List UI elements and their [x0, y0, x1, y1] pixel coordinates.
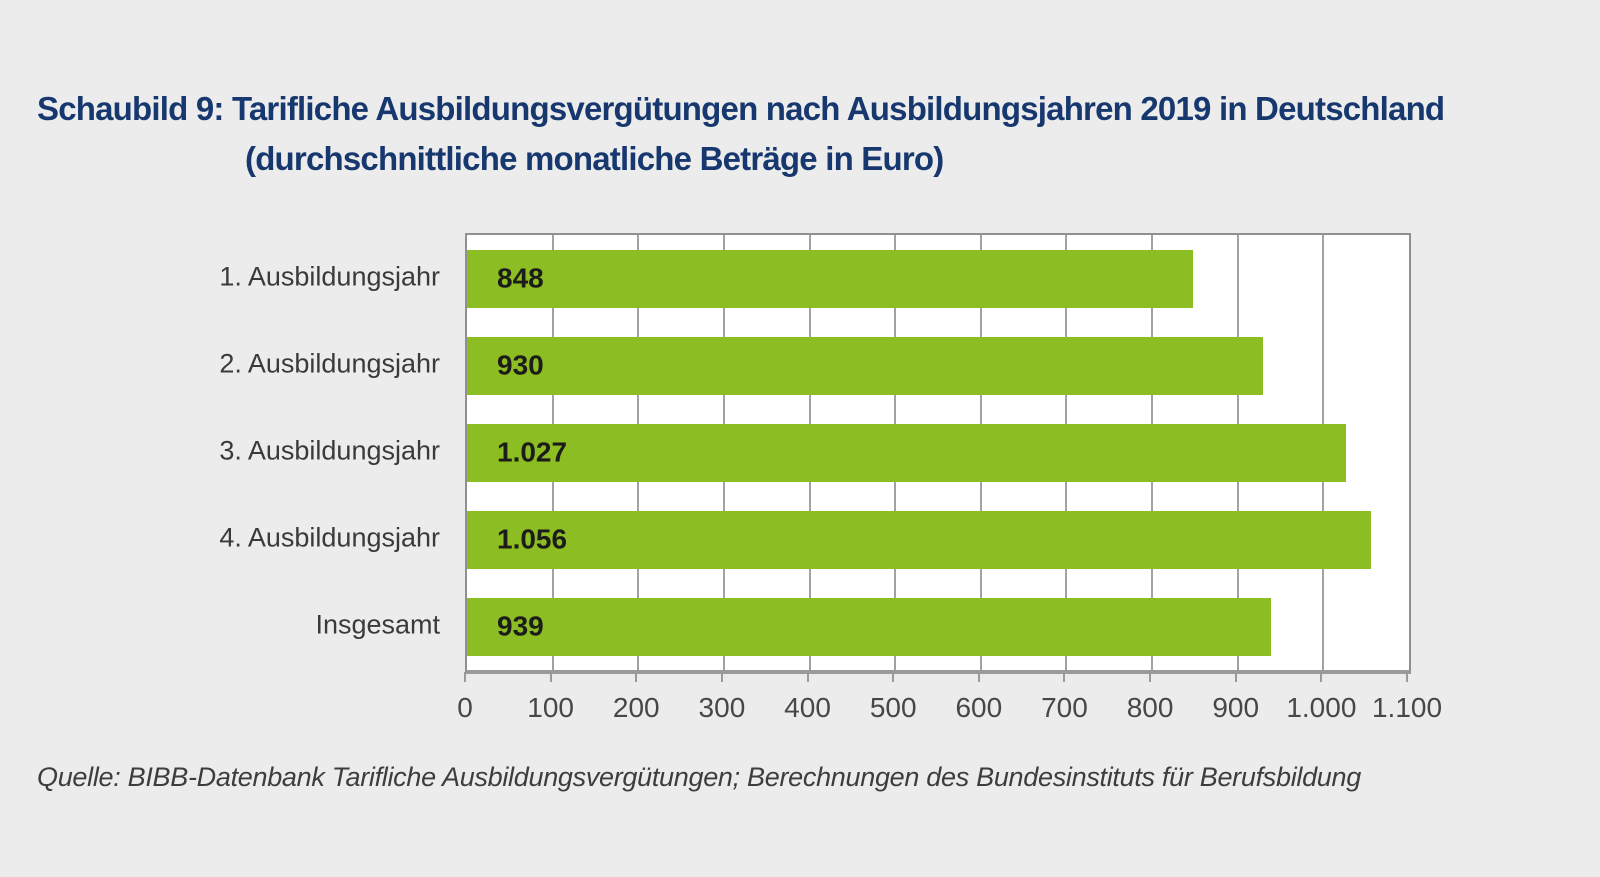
x-tick-label: 100 [527, 692, 574, 723]
bar-4: 1.056 [467, 511, 1372, 569]
x-tick-mark [1063, 672, 1066, 682]
x-tick-mark [1406, 672, 1408, 682]
value-label: 1.056 [497, 523, 568, 555]
x-tick-mark [1149, 672, 1152, 682]
x-tick-label: 1.000 [1286, 692, 1357, 723]
bar-3: 1.027 [467, 424, 1347, 482]
value-label: 1.027 [497, 436, 568, 468]
chart-title-line-1: Schaubild 9: Tarifliche Ausbildungsvergü… [37, 90, 1445, 127]
x-tick-label: 900 [1212, 692, 1260, 723]
x-tick-label: 400 [784, 692, 831, 723]
x-tick-label: 200 [612, 692, 660, 723]
category-label: 3. Ausbildungsjahr [219, 435, 440, 466]
x-tick-mark [977, 672, 980, 682]
category-label: Insgesamt [315, 609, 440, 640]
x-tick-label: 1.100 [1371, 692, 1443, 723]
value-label: 848 [497, 262, 544, 294]
category-label: 2. Ausbildungsjahr [219, 348, 440, 379]
chart-title-line-2: (durchschnittliche monatliche Beträge in… [245, 140, 944, 177]
bar-5: 939 [467, 598, 1272, 656]
x-tick-mark [635, 672, 638, 682]
plot-area: 848 930 1.027 1.056 939 [465, 233, 1411, 674]
category-label: 1. Ausbildungsjahr [219, 261, 440, 292]
x-tick-mark [1320, 672, 1323, 682]
value-label: 939 [497, 610, 544, 642]
source-note: Quelle: BIBB-Datenbank Tarifliche Ausbil… [37, 762, 1361, 792]
x-tick-label: 600 [955, 692, 1003, 723]
x-tick-mark [549, 672, 552, 682]
chart-title: Schaubild 9: Tarifliche Ausbildungsvergü… [37, 84, 1445, 184]
x-tick-mark [1234, 672, 1237, 682]
bar-2: 930 [467, 337, 1264, 395]
x-tick-mark [806, 672, 809, 682]
x-tick-mark [720, 672, 723, 682]
x-tick-label: 500 [869, 692, 917, 723]
x-tick-label: 700 [1041, 692, 1088, 723]
x-tick-label: 300 [698, 692, 746, 723]
x-tick-mark [464, 672, 466, 682]
category-label: 4. Ausbildungsjahr [219, 522, 440, 553]
bar-1: 848 [467, 250, 1194, 308]
x-tick-label: 800 [1126, 692, 1174, 723]
value-label: 930 [497, 349, 544, 381]
x-tick-label: 0 [457, 692, 473, 723]
x-tick-mark [892, 672, 895, 682]
